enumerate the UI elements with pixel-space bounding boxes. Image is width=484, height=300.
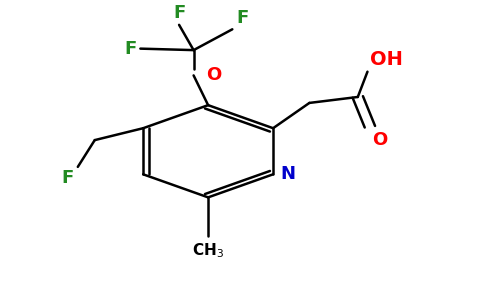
Text: CH$_3$: CH$_3$ xyxy=(192,242,224,260)
Text: N: N xyxy=(281,165,296,183)
Text: OH: OH xyxy=(370,50,403,69)
Text: O: O xyxy=(206,66,221,84)
Text: O: O xyxy=(372,131,388,149)
Text: F: F xyxy=(173,4,185,22)
Text: F: F xyxy=(61,169,74,187)
Text: F: F xyxy=(124,40,136,58)
Text: F: F xyxy=(236,9,248,27)
